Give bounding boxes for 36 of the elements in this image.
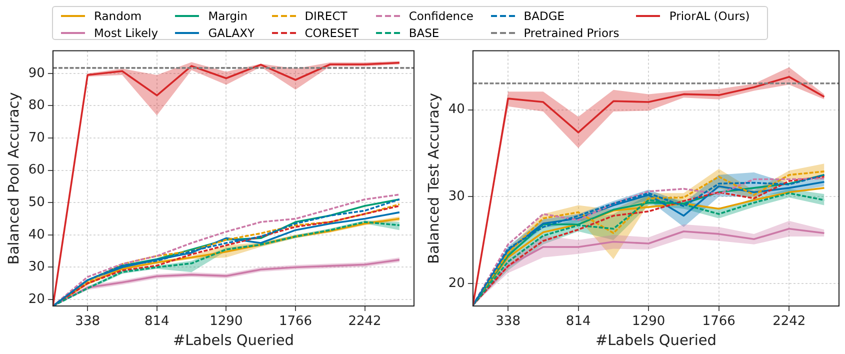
y-axis-title: Balanced Test Accuracy	[426, 92, 442, 264]
legend-label: CORESET	[304, 26, 359, 40]
y-tick-label: 30	[448, 189, 465, 204]
x-axis-title: #Labels Queried	[595, 333, 717, 350]
y-tick-label: 30	[28, 260, 45, 275]
legend-label: GALAXY	[208, 26, 254, 40]
legend-label: Random	[94, 8, 142, 22]
legend-label: BADGE	[524, 8, 564, 22]
x-tick-label: 2242	[348, 314, 382, 330]
y-tick-label: 80	[28, 98, 45, 114]
x-tick-label: 814	[144, 314, 170, 330]
x-tick-label: 1290	[210, 314, 243, 330]
x-axis-title: #Labels Queried	[172, 333, 294, 350]
x-tick-label: 1290	[632, 314, 666, 330]
x-tick-label: 2242	[772, 314, 806, 330]
x-tick-label: 1766	[702, 314, 736, 330]
x-tick-label: 814	[566, 314, 591, 330]
y-tick-label: 40	[28, 227, 45, 242]
legend-label: PriorAL (Ours)	[669, 8, 750, 22]
legend-label: DIRECT	[304, 8, 348, 22]
x-tick-label: 338	[496, 314, 520, 330]
legend-label: Pretrained Priors	[524, 26, 620, 40]
y-tick-label: 90	[28, 66, 45, 81]
y-tick-label: 60	[28, 162, 45, 178]
legend-label: Margin	[208, 8, 248, 22]
y-tick-label: 40	[448, 102, 465, 118]
legend-label: BASE	[408, 26, 440, 40]
y-tick-label: 20	[28, 292, 45, 307]
x-tick-label: 338	[75, 314, 100, 330]
y-tick-label: 20	[448, 276, 465, 291]
x-tick-label: 1766	[278, 314, 312, 330]
y-axis-title: Balanced Pool Accuracy	[6, 92, 22, 265]
legend-label: Most Likely	[94, 26, 158, 40]
y-tick-label: 70	[28, 130, 45, 146]
y-tick-label: 50	[28, 195, 45, 210]
legend-label: Confidence	[408, 8, 474, 22]
